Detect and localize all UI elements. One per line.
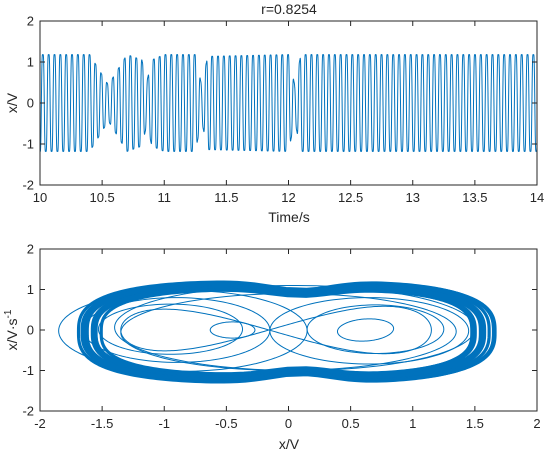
phase-x-tick-label: -1.5 (91, 416, 113, 431)
time-series-line (39, 54, 538, 152)
dx-axis-ticks: -2 -1 0 1 2 (22, 242, 537, 419)
phase-portrait-plot-area (58, 280, 497, 384)
time-series-x-tick-label: 12.5 (338, 190, 363, 205)
phase-inner-loop (58, 289, 308, 372)
x-axis-label: x/V (279, 436, 300, 452)
phase-x-tick-label: 1.5 (466, 416, 484, 431)
time-series-x-tick-label: 11 (158, 190, 172, 205)
phase-inner-loop (269, 297, 470, 365)
phase-x-tick-label: -1 (158, 416, 170, 431)
phase-outer-band (81, 283, 484, 381)
time-series-y-tick-label: -2 (22, 178, 34, 193)
phase-figure-eight (120, 305, 432, 355)
time-series-x-tick-label: 13.5 (462, 190, 487, 205)
phase-y-tick-label: -1 (22, 363, 34, 378)
phase-inner-loop (97, 303, 244, 355)
phase-x-tick-label: 0 (285, 416, 292, 431)
time-series-y-tick-label: -1 (22, 137, 34, 152)
phase-outer-band (99, 288, 476, 376)
phase-y-tick-label: 2 (27, 242, 34, 257)
phase-x-tick-label: 1 (409, 416, 416, 431)
time-series-y-tick-label: 2 (27, 14, 34, 29)
phase-y-tick-label: 1 (27, 282, 34, 297)
time-series-x-tick-label: 10 (33, 190, 47, 205)
time-series-x-tick-label: 11.5 (214, 190, 238, 205)
phase-x-tick-label: 2 (533, 416, 540, 431)
time-series-chart: r=0.8254 10 10.5 11 11.5 12 12.5 13 13.5 14 -2-1… (4, 1, 544, 225)
phase-x-tick-label: 0.5 (342, 416, 360, 431)
dx-axis-label: x/V·s-1 (3, 309, 20, 350)
phase-x-tick-label: -2 (34, 416, 46, 431)
time-series-y-tick-label: 0 (27, 96, 34, 111)
voltage-axis-label: x/V (4, 92, 20, 113)
time-series-x-tick-label: 12 (281, 190, 295, 205)
phase-outer-band (94, 287, 474, 377)
phase-inner-loop (82, 297, 271, 363)
time-series-y-tick-label: 1 (27, 55, 34, 70)
time-axis-label: Time/s (268, 209, 309, 225)
chart-title: r=0.8254 (261, 1, 317, 17)
phase-portrait-chart: -2 -1.5 -1 -0.5 0 0.5 1 1.5 2 -2 -1 0 1 2 x/V x/V·s-… (3, 242, 541, 453)
time-axis-ticks: 10 10.5 11 11.5 12 12.5 13 13.5 14 (33, 21, 544, 205)
time-series-x-tick-label: 13 (406, 190, 420, 205)
phase-y-tick-label: -2 (22, 404, 34, 419)
phase-y-tick-label: 0 (27, 323, 34, 338)
voltage-axis-ticks: -2 -1 0 1 2 (22, 14, 537, 193)
x-axis-ticks: -2 -1.5 -1 -0.5 0 0.5 1 1.5 2 (34, 249, 541, 431)
phase-outer-band (90, 284, 487, 380)
phase-inner-loop (336, 318, 395, 342)
phase-x-tick-label: -0.5 (215, 416, 237, 431)
time-series-x-tick-label: 14 (530, 190, 544, 205)
time-series-x-tick-label: 10.5 (89, 190, 114, 205)
time-series-plot-area (39, 54, 538, 152)
phase-inner-loop (114, 284, 476, 371)
